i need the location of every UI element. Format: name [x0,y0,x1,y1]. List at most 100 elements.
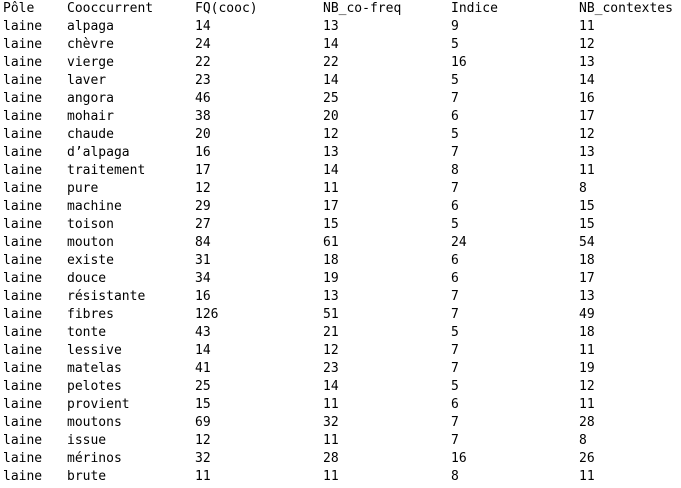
cell-nb-contextes: 17 [579,271,595,286]
cell-pole: laine [3,181,43,196]
cell-fq-cooc: 34 [195,271,211,286]
cell-cooccurrent: mérinos [67,451,122,466]
table-row: laine mérinos 32 28 16 26 [3,450,679,468]
cell-nb-co-freq: 13 [323,19,339,34]
table-row: laine brute 11 11 8 11 [3,468,679,486]
cell-nb-co-freq: 13 [323,289,339,304]
cell-nb-co-freq: 14 [323,73,339,88]
cell-fq-cooc: 32 [195,451,211,466]
cell-nb-contextes: 8 [579,433,587,448]
cell-fq-cooc: 12 [195,181,211,196]
cell-indice: 6 [451,271,459,286]
cell-nb-co-freq: 23 [323,361,339,376]
cell-pole: laine [3,415,43,430]
cell-indice: 7 [451,145,459,160]
cell-cooccurrent: mohair [67,109,114,124]
cell-pole: laine [3,145,43,160]
cell-nb-contextes: 11 [579,163,595,178]
cell-pole: laine [3,397,43,412]
cell-indice: 7 [451,289,459,304]
table-row: laine chèvre 24 14 5 12 [3,36,679,54]
table-row: laine chaude 20 12 5 12 [3,126,679,144]
cell-nb-co-freq: 51 [323,307,339,322]
cell-nb-contextes: 11 [579,343,595,358]
cell-indice: 5 [451,379,459,394]
cell-indice: 8 [451,469,459,484]
cell-nb-co-freq: 19 [323,271,339,286]
cell-nb-contextes: 8 [579,181,587,196]
cell-nb-co-freq: 17 [323,199,339,214]
cell-cooccurrent: moutons [67,415,122,430]
cell-pole: laine [3,199,43,214]
table-row: laine mouton 84 61 24 54 [3,234,679,252]
cell-fq-cooc: 15 [195,397,211,412]
cell-indice: 7 [451,181,459,196]
cell-nb-co-freq: 15 [323,217,339,232]
cell-pole: laine [3,253,43,268]
cell-indice: 7 [451,91,459,106]
cell-pole: laine [3,91,43,106]
table-row: laine pure 12 11 7 8 [3,180,679,198]
cell-pole: laine [3,307,43,322]
cell-cooccurrent: chaude [67,127,114,142]
cell-indice: 16 [451,55,467,70]
cell-indice: 7 [451,307,459,322]
cell-indice: 7 [451,361,459,376]
header-pole: Pôle [3,1,35,16]
cell-cooccurrent: laver [67,73,107,88]
cell-pole: laine [3,289,43,304]
cell-nb-co-freq: 11 [323,469,339,484]
header-fq-cooc: FQ(cooc) [195,1,258,16]
cell-fq-cooc: 84 [195,235,211,250]
cell-fq-cooc: 14 [195,19,211,34]
cell-fq-cooc: 24 [195,37,211,52]
table-row: laine existe 31 18 6 18 [3,252,679,270]
cell-fq-cooc: 31 [195,253,211,268]
cell-nb-contextes: 54 [579,235,595,250]
cell-cooccurrent: douce [67,271,107,286]
cell-cooccurrent: d’alpaga [67,145,130,160]
cell-fq-cooc: 46 [195,91,211,106]
cell-indice: 8 [451,163,459,178]
cell-nb-contextes: 11 [579,19,595,34]
table-row: laine lessive 14 12 7 11 [3,342,679,360]
cell-nb-co-freq: 12 [323,127,339,142]
cell-nb-contextes: 49 [579,307,595,322]
table-body: laine alpaga 14 13 9 11 laine chèvre 24 14 5 12 lain… [3,18,679,486]
cell-cooccurrent: provient [67,397,130,412]
cell-nb-contextes: 17 [579,109,595,124]
cell-nb-contextes: 14 [579,73,595,88]
table-row: laine douce 34 19 6 17 [3,270,679,288]
cell-cooccurrent: matelas [67,361,122,376]
cell-indice: 7 [451,343,459,358]
cell-nb-contextes: 11 [579,397,595,412]
cell-indice: 6 [451,253,459,268]
cell-nb-contextes: 26 [579,451,595,466]
cell-pole: laine [3,55,43,70]
cell-indice: 16 [451,451,467,466]
cell-cooccurrent: fibres [67,307,114,322]
table-row: laine matelas 41 23 7 19 [3,360,679,378]
table-row: laine issue 12 11 7 8 [3,432,679,450]
cell-pole: laine [3,37,43,52]
cell-indice: 5 [451,325,459,340]
cell-nb-contextes: 15 [579,199,595,214]
cell-nb-co-freq: 12 [323,343,339,358]
cell-nb-co-freq: 11 [323,433,339,448]
header-nb-contextes: NB_contextes [579,1,673,16]
cell-nb-contextes: 28 [579,415,595,430]
cell-indice: 5 [451,73,459,88]
cell-indice: 7 [451,415,459,430]
table-row: laine mohair 38 20 6 17 [3,108,679,126]
cell-cooccurrent: angora [67,91,114,106]
cell-fq-cooc: 11 [195,469,211,484]
table-row: laine pelotes 25 14 5 12 [3,378,679,396]
cell-nb-co-freq: 28 [323,451,339,466]
table-row: laine provient 15 11 6 11 [3,396,679,414]
cell-cooccurrent: résistante [67,289,146,304]
cell-nb-co-freq: 22 [323,55,339,70]
cell-fq-cooc: 27 [195,217,211,232]
cell-nb-contextes: 13 [579,55,595,70]
cell-pole: laine [3,109,43,124]
cell-cooccurrent: mouton [67,235,114,250]
